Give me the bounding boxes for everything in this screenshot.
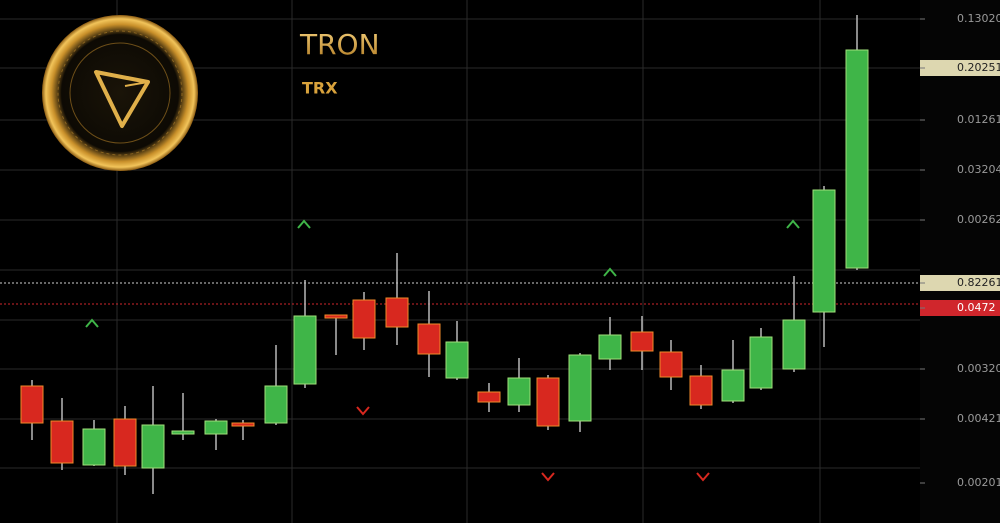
candle-body [231, 422, 255, 427]
price-tag [920, 60, 1000, 76]
axis-label: 0.82261 [957, 276, 1000, 289]
candle-body [113, 418, 137, 467]
candle-body [845, 49, 869, 269]
candle-body [721, 369, 745, 402]
candle-body [141, 424, 165, 469]
candle-body [293, 315, 317, 385]
down-marker [356, 406, 370, 416]
price-tag [920, 300, 1000, 316]
candle-body [568, 354, 592, 422]
candle-body [536, 377, 560, 427]
candle-body [20, 385, 44, 424]
axis-label: 0.00421 [957, 412, 1000, 425]
candle-body [689, 375, 713, 406]
candle-body [477, 391, 501, 403]
candle-body [171, 430, 195, 435]
coin-ring [69, 42, 171, 144]
candle-body [749, 336, 773, 389]
candle-body [417, 323, 441, 355]
candle-body [50, 420, 74, 464]
up-marker [603, 267, 617, 277]
candle-body [204, 420, 228, 435]
coin-logo [42, 15, 198, 171]
candle-body [324, 314, 348, 319]
axis-label: 0.03204 [957, 163, 1000, 176]
candle-body [630, 331, 654, 352]
candles [20, 15, 869, 494]
axis-label: 0.20251 [957, 61, 1000, 74]
axis-label: 0.13020 [957, 12, 1000, 25]
axis-strip [920, 0, 1000, 523]
candle-body [352, 299, 376, 339]
coin-ring [57, 30, 183, 156]
up-marker [85, 318, 99, 328]
coin [42, 15, 198, 171]
title: TRON [299, 28, 380, 61]
price-axis: 0.13020 0.20251 0.01261 0.03204 0.00262 0.822… [920, 12, 1000, 489]
candle-body [812, 189, 836, 313]
candle-body [385, 297, 409, 328]
axis-label: 0.0472 [957, 301, 996, 314]
up-marker [297, 219, 311, 229]
up-marker [786, 219, 800, 229]
candle-body [782, 319, 806, 370]
candle-body [82, 428, 106, 466]
candle-body [445, 341, 469, 379]
price-tag [920, 275, 1000, 291]
subtitle: TRX [302, 79, 338, 98]
down-marker [541, 472, 555, 482]
axis-label: 0.00262 [957, 213, 1000, 226]
candle-body [659, 351, 683, 378]
down-marker [696, 472, 710, 482]
candle-body [507, 377, 531, 406]
candle-body [264, 385, 288, 424]
tron-icon [124, 81, 149, 87]
tron-icon [94, 71, 124, 127]
axis-label: 0.00201 [957, 476, 1000, 489]
candle-body [598, 334, 622, 360]
axis-label: 0.00320 [957, 362, 1000, 375]
axis-label: 0.01261 [957, 113, 1000, 126]
